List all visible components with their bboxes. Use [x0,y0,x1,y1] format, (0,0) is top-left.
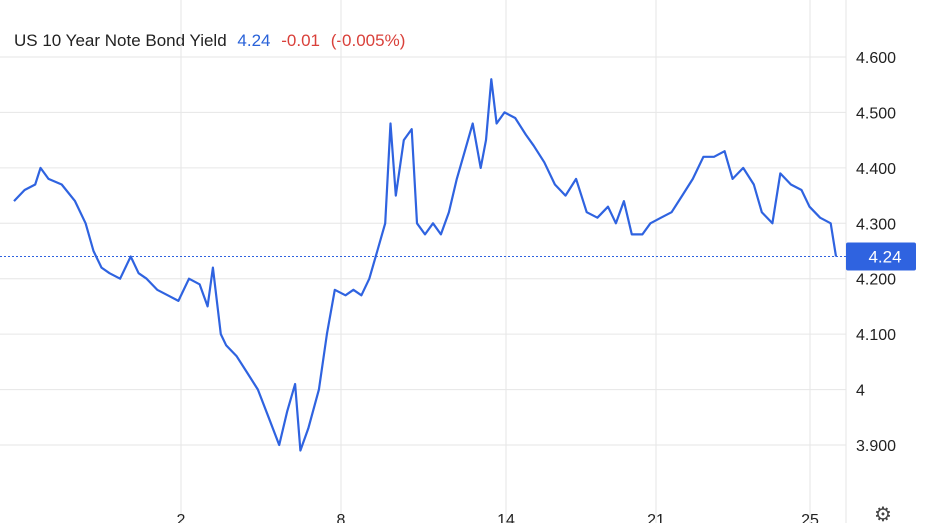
y-tick-label: 4.200 [856,272,896,289]
x-tick-label: 25 [801,512,819,523]
y-tick-label: 4 [856,383,865,400]
y-tick-label: 4.400 [856,161,896,178]
gear-icon[interactable]: ⚙ [874,504,892,526]
x-tick-label: 2 [177,512,186,523]
price-change: -0.01 [281,31,320,50]
last-price: 4.24 [237,31,271,50]
price-change-percent: (-0.005%) [330,31,406,50]
y-tick-label: 4.300 [856,216,896,233]
last-value-badge-bg [846,242,916,271]
last-value-badge: 4.24 [846,242,916,271]
x-axis: 2 8 14 21 25 [177,512,819,523]
series-line [13,78,838,452]
x-tick-label: 14 [497,512,515,523]
y-tick-label: 4.600 [856,50,896,67]
x-tick-label: 21 [647,512,665,523]
y-axis: 4.600 4.500 4.400 4.300 4.200 4.100 4 3.900 [856,50,896,455]
chart-header: US 10 Year Note Bond Yield 4.24 -0.01 (-… [14,31,411,51]
x-tick-label: 8 [337,512,346,523]
y-tick-label: 4.500 [856,105,896,122]
y-tick-label: 3.900 [856,438,896,455]
y-tick-label: 4.100 [856,327,896,344]
grid [0,0,846,523]
last-value-badge-label: 4.24 [868,248,901,267]
instrument-name: US 10 Year Note Bond Yield [14,31,227,50]
